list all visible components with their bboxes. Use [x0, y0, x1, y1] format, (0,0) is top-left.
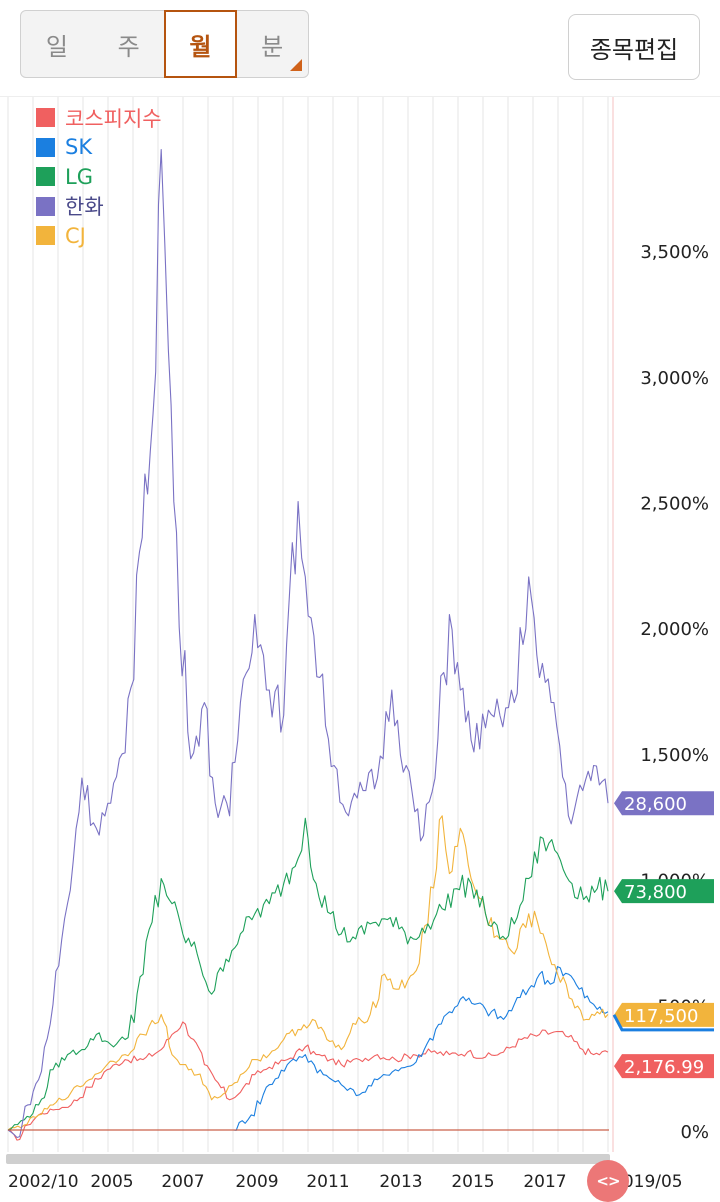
- x-tick-label: 2015: [451, 1172, 494, 1192]
- chart-scrollbar[interactable]: [6, 1154, 610, 1164]
- last-value-tag: 28,600: [614, 791, 714, 816]
- legend-item[interactable]: 코스피지수: [36, 103, 162, 133]
- tab-week[interactable]: 주: [117, 32, 140, 61]
- tab-minute[interactable]: 분: [236, 11, 308, 77]
- x-tick-label: 2013: [379, 1172, 422, 1192]
- x-tick-label: 2009: [235, 1172, 278, 1192]
- y-tick-label: 2,500%: [640, 494, 709, 515]
- chart-grid: [7, 97, 614, 1152]
- legend-item[interactable]: 한화: [36, 192, 162, 222]
- legend-label: CJ: [65, 223, 86, 248]
- legend-swatch: [36, 108, 55, 128]
- x-tick-label: 2019/05: [612, 1172, 683, 1192]
- legend-item[interactable]: SK: [36, 133, 162, 163]
- x-axis: 2002/10 2005 2007 2009 2011 2013 2015 2017 2019/…: [8, 1172, 683, 1192]
- last-value-tag: 117,500: [614, 1002, 714, 1027]
- legend-label: 코스피지수: [65, 106, 162, 131]
- chart-legend: 코스피지수 SK LG 한화 CJ: [36, 103, 162, 251]
- legend-label: SK: [65, 135, 93, 160]
- last-value-tag-text: 73,800: [624, 882, 687, 903]
- y-axis: 0%500%1,000%1,500%2,000%2,500%3,000%3,50…: [8, 242, 709, 1143]
- scroll-knob[interactable]: <>: [587, 1160, 629, 1202]
- x-tick-label: 2005: [90, 1172, 133, 1192]
- last-value-tag-text: 117,500: [624, 1006, 698, 1027]
- last-value-tag: 73,800: [614, 879, 714, 904]
- last-value-tag-bg: [614, 1054, 714, 1079]
- legend-swatch: [36, 226, 55, 246]
- y-tick-label: 3,500%: [640, 242, 709, 263]
- tab-day[interactable]: 일: [45, 32, 68, 61]
- legend-item[interactable]: LG: [36, 162, 162, 192]
- legend-swatch: [36, 196, 55, 216]
- series-line-4: [7, 149, 609, 1139]
- legend-label: LG: [65, 164, 93, 189]
- legend-swatch: [36, 137, 55, 157]
- y-tick-label: 1,500%: [640, 745, 709, 766]
- y-tick-label: 3,000%: [640, 368, 709, 389]
- x-tick-label: 2017: [523, 1172, 566, 1192]
- chart-series: [7, 149, 609, 1141]
- series-line-1: [7, 1021, 609, 1141]
- last-value-tags: 2,176.99 73,800 28,600 117,500: [612, 791, 714, 1079]
- edit-stocks-button[interactable]: 종목편집: [568, 14, 700, 80]
- dropdown-corner-icon: [290, 59, 302, 71]
- y-tick-label: 2,000%: [640, 619, 709, 640]
- series-line-5: [7, 815, 609, 1131]
- legend-swatch: [36, 167, 55, 187]
- sk-tag-edge: [612, 1014, 714, 1032]
- period-selector: 일 주 월 분: [20, 10, 309, 78]
- last-value-tag: 2,176.99: [614, 1054, 714, 1079]
- tab-minute-label: 분: [261, 32, 284, 61]
- toolbar: 일 주 월 분 종목편집: [0, 0, 720, 96]
- last-value-tag-text: 28,600: [624, 794, 687, 815]
- last-value-tag-text: 2,176.99: [624, 1057, 704, 1078]
- divider: [0, 96, 720, 97]
- last-value-tag-bg: [614, 1002, 714, 1027]
- legend-item[interactable]: CJ: [36, 221, 162, 251]
- last-value-tag-bg: [614, 879, 714, 904]
- last-value-tag-bg: [614, 791, 714, 816]
- legend-label: 한화: [65, 195, 104, 220]
- series-line-3: [7, 817, 609, 1131]
- x-tick-label: 2007: [161, 1172, 204, 1192]
- line-chart: 0%500%1,000%1,500%2,000%2,500%3,000%3,50…: [7, 97, 714, 1192]
- tab-month[interactable]: 월: [163, 10, 238, 78]
- x-tick-label: 2002/10: [8, 1172, 79, 1192]
- y-tick-label: 0%: [680, 1122, 709, 1143]
- x-tick-label: 2011: [306, 1172, 349, 1192]
